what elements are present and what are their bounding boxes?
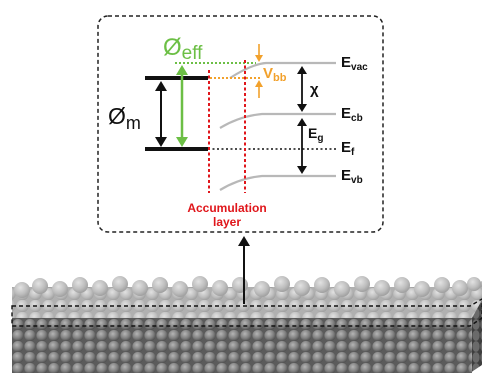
e-cb-label: Ecb [341, 105, 363, 124]
eg-arrow [297, 118, 307, 174]
inset-dashed-box [97, 15, 384, 233]
band-conduction-curve [219, 112, 336, 129]
zoom-arrow [238, 236, 250, 304]
vbb-arrows [255, 44, 263, 98]
surface-region-dashed-outline [11, 298, 482, 327]
phi-m-label: Øm [108, 103, 141, 133]
e-vac-label: Evac [341, 54, 368, 73]
slab-front-face [12, 318, 472, 373]
accumulation-label-line1: Accumulation [187, 201, 266, 215]
chi-arrow [297, 66, 307, 112]
surface-atoms [14, 276, 481, 298]
eg-label: Eg [308, 125, 323, 144]
band-valence-curve [219, 174, 336, 191]
e-f-label: Ef [341, 139, 355, 158]
accumulation-label-line2: layer [213, 215, 241, 229]
phi-eff-arrow [176, 65, 188, 147]
band-vacuum-curve [229, 61, 336, 79]
vbb-label: Vbb [263, 65, 287, 84]
e-vb-label: Evb [341, 167, 363, 186]
phi-m-arrow [155, 81, 167, 147]
phi-eff-label: Øeff [163, 34, 203, 64]
chi-label: χ [310, 81, 319, 98]
atomic-slab [11, 276, 482, 373]
